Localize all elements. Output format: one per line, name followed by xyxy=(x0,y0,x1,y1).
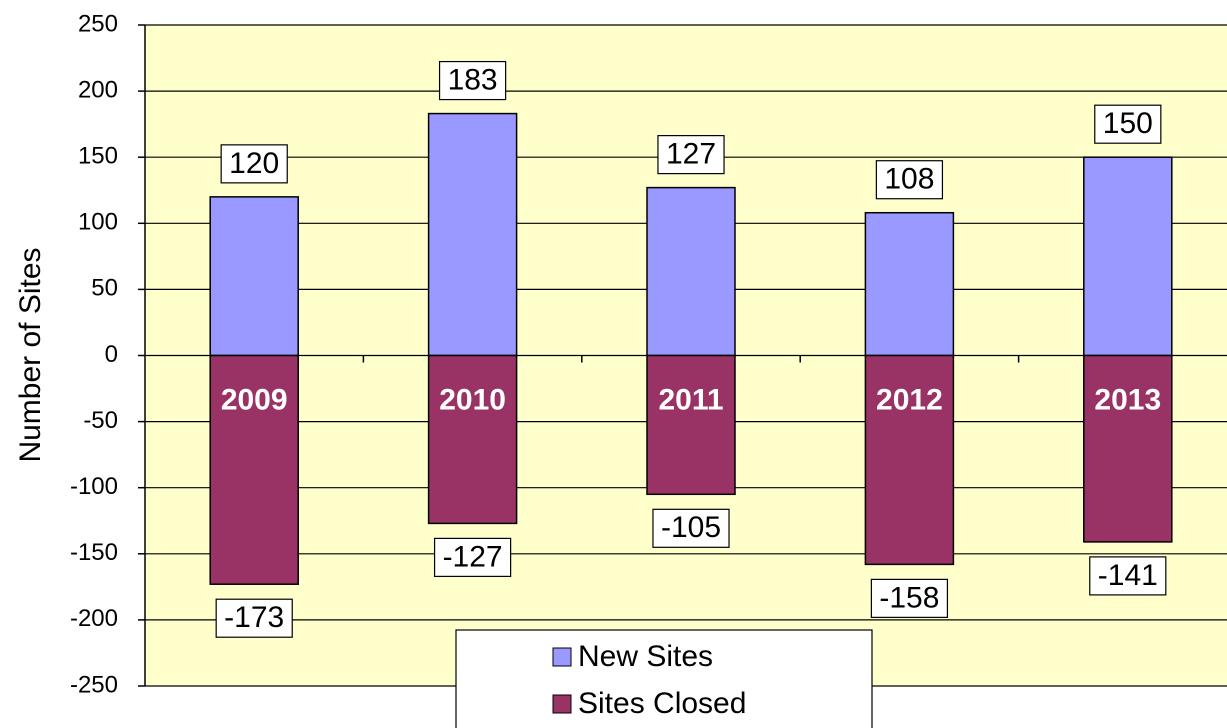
bar xyxy=(646,186,736,357)
data-label: -158 xyxy=(879,581,939,614)
y-tick-label: 50 xyxy=(91,275,118,302)
bar xyxy=(427,354,518,525)
legend-swatch xyxy=(552,694,572,714)
y-tick-label: 0 xyxy=(105,341,118,368)
bar xyxy=(646,354,736,496)
data-label: -173 xyxy=(224,601,284,634)
y-tick-label: -100 xyxy=(70,473,118,500)
data-label: -105 xyxy=(661,511,721,544)
data-label-box xyxy=(870,578,949,618)
y-tick-label: -150 xyxy=(70,539,118,566)
legend-label: Sites Closed xyxy=(578,687,746,720)
y-tick-label: 100 xyxy=(78,209,118,236)
data-label-box xyxy=(220,144,288,184)
y-tick-label: -50 xyxy=(83,407,118,434)
data-label: 108 xyxy=(884,163,934,196)
data-label-box xyxy=(1089,556,1167,596)
data-label-box xyxy=(1094,104,1162,144)
legend-swatch xyxy=(552,647,572,667)
data-label: -127 xyxy=(443,540,503,573)
x-tick-label: 2009 xyxy=(221,383,288,416)
bar xyxy=(209,196,299,357)
legend-label: New Sites xyxy=(578,640,713,673)
data-label-box xyxy=(875,160,944,200)
data-label: -141 xyxy=(1098,559,1158,592)
x-tick-label: 2012 xyxy=(876,383,943,416)
data-label-box xyxy=(652,508,730,548)
y-tick-label: -200 xyxy=(70,605,118,632)
data-label-box xyxy=(657,135,725,175)
bar xyxy=(864,211,955,357)
data-label: 150 xyxy=(1103,107,1153,140)
data-label: 183 xyxy=(448,63,498,96)
y-tick-label: -250 xyxy=(70,671,118,698)
data-label: 127 xyxy=(666,138,716,171)
bar xyxy=(209,354,299,585)
y-axis-label: Number of Sites xyxy=(14,247,47,462)
y-tick-label: 250 xyxy=(78,10,118,37)
bar xyxy=(427,112,518,357)
legend-box xyxy=(455,629,873,728)
data-label: 120 xyxy=(229,147,279,180)
bar xyxy=(1083,156,1173,357)
bar xyxy=(1083,354,1173,543)
x-tick-label: 2011 xyxy=(658,383,723,416)
x-tick-label: 2013 xyxy=(1094,383,1161,416)
y-tick-label: 200 xyxy=(78,76,118,103)
data-label-box xyxy=(438,60,507,101)
bar xyxy=(864,354,955,566)
y-tick-label: 150 xyxy=(78,143,118,170)
data-label-box xyxy=(215,598,293,638)
x-tick-label: 2010 xyxy=(439,383,506,416)
data-label-box xyxy=(433,537,512,577)
